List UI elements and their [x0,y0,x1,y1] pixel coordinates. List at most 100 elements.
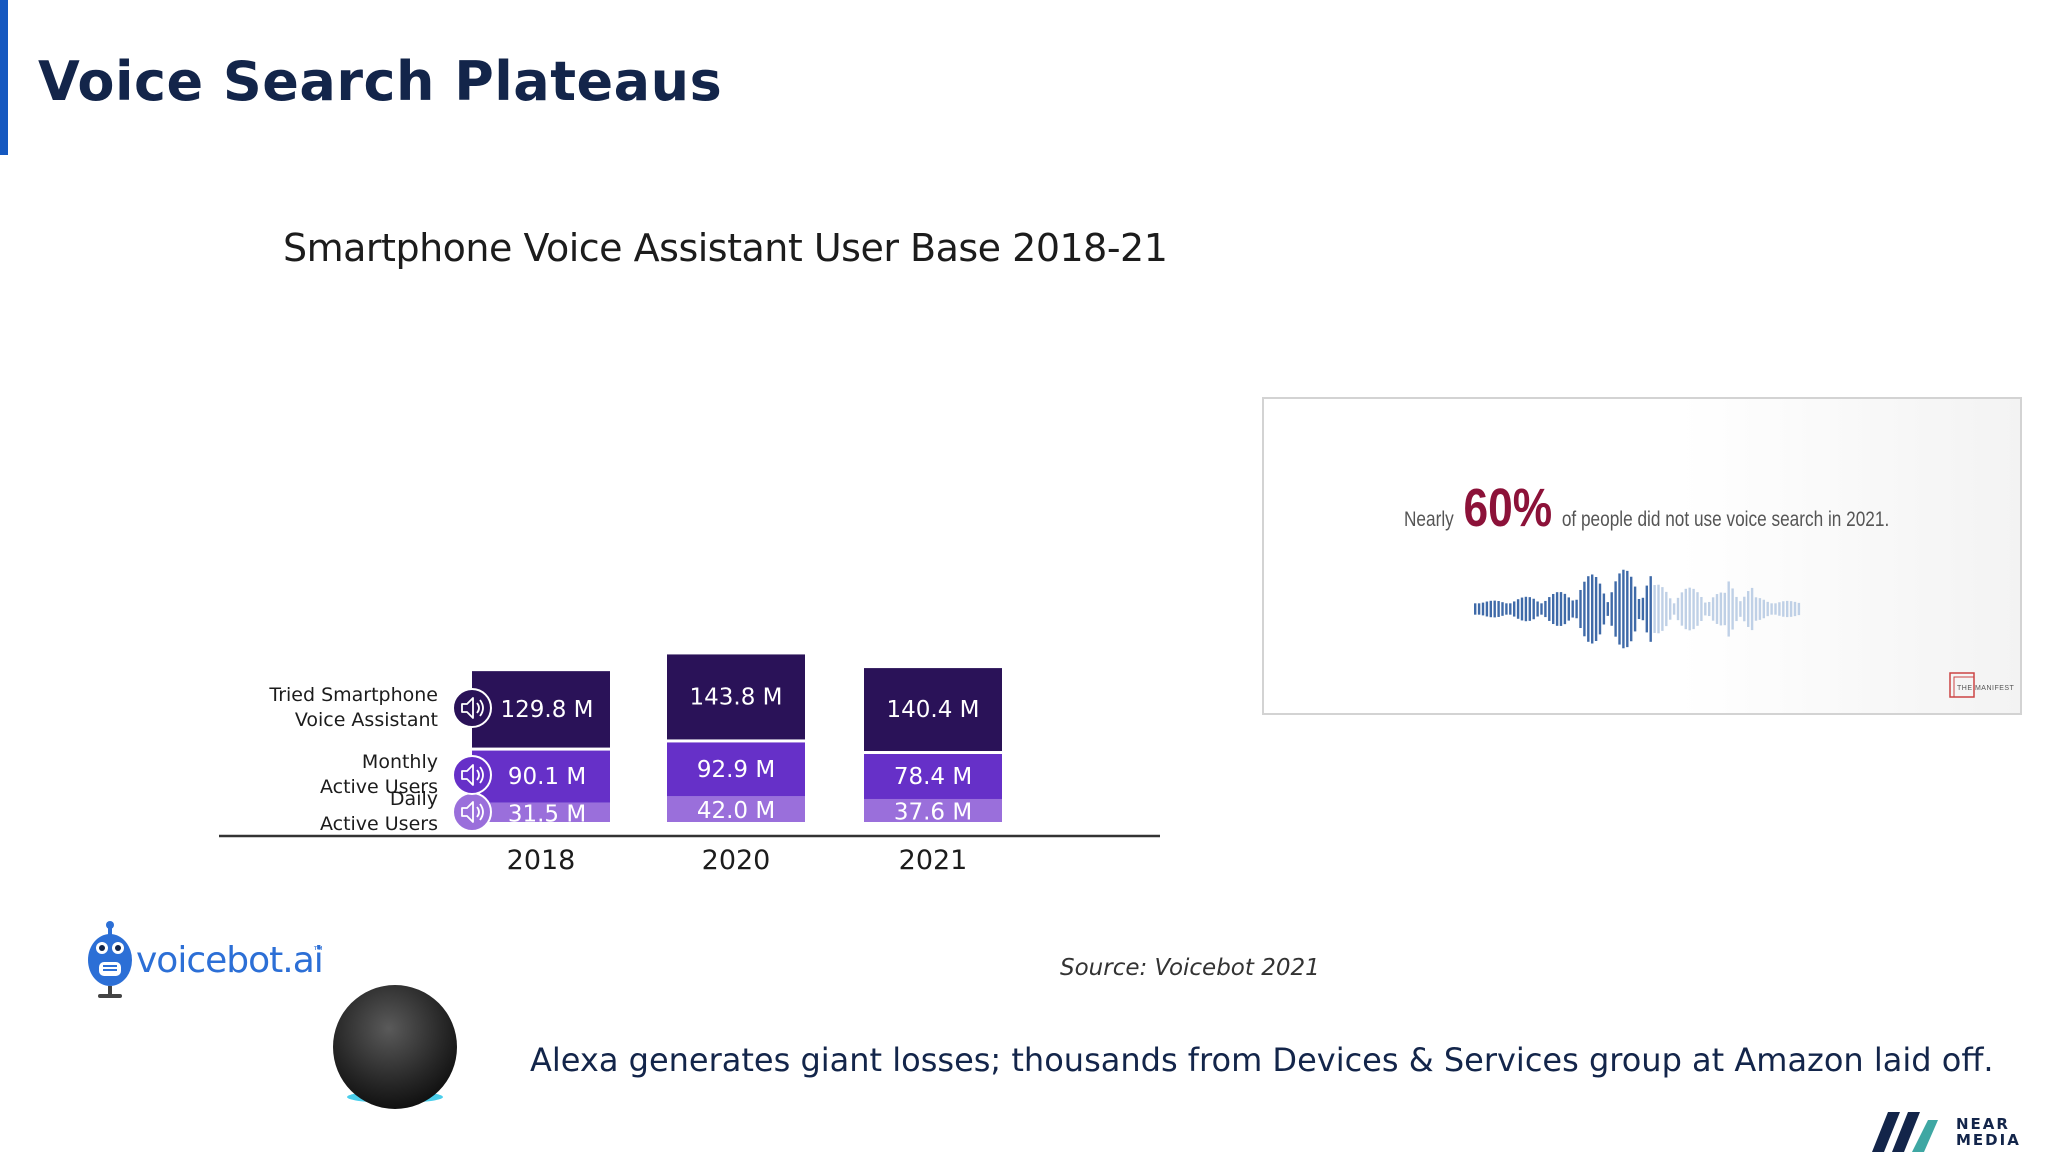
series-label-0: Daily Active Users [178,787,438,837]
speaker-icon [452,792,492,833]
soundwave-bar [1704,602,1707,616]
soundwave-graphic [1474,569,1801,649]
soundwave-bar [1532,598,1535,620]
voicebot-robot-icon [88,921,132,998]
data-label-2021-series-2: 140.4 M [887,697,980,723]
soundwave-bar [1793,601,1797,617]
soundwave-bar [1622,569,1625,649]
soundwave-bar [1505,603,1508,615]
soundwave-bar [1497,601,1500,617]
soundwave-bar [1735,596,1738,622]
bar-2020-series-2 [667,654,805,740]
soundwave-bar [1665,591,1668,627]
soundwave-bar [1672,603,1676,615]
chart-title: Smartphone Voice Assistant User Base 201… [283,226,1168,270]
soundwave-bar [1747,591,1750,627]
soundwave-bar [1715,594,1719,624]
soundwave-bar [1758,598,1762,620]
soundwave-bar [1575,599,1578,619]
soundwave-bar [1637,598,1641,620]
soundwave-bar [1474,603,1477,615]
soundwave-bar [1688,587,1691,631]
near-media-line1: NEAR [1956,1115,2010,1133]
soundwave-bar [1610,592,1613,626]
soundwave-bar [1501,602,1504,616]
manifest-logo-text: THE MANIFEST [1957,685,2015,692]
soundwave-bar [1591,574,1594,644]
soundwave-bar [1614,581,1617,637]
x-tick-label-2021: 2021 [899,845,968,876]
soundwave-bar [1567,597,1570,621]
soundwave-bar [1766,601,1769,617]
bar-2021-series-1 [864,754,1002,799]
speaker-icon [452,687,492,728]
bar-2018-series-0 [472,802,610,822]
near-media-logo-icon [1872,1112,1938,1152]
stacked-bar-chart: 31.5 M 90.1 M 129.8 M 2018 42.0 M 92.9 M 143.8… [219,654,1160,876]
soundwave-bar [1743,596,1746,622]
soundwave-bar [1778,602,1781,616]
data-label-2018-series-2: 129.8 M [501,697,594,723]
x-tick-label-2020: 2020 [702,845,771,876]
soundwave-bar [1579,589,1582,629]
voicebot-logo-text: voicebot.ai [136,940,324,981]
bar-2020-series-0 [667,796,805,822]
soundwave-bar [1782,601,1785,617]
soundwave-bar [1786,600,1789,618]
soundwave-bar [1727,581,1730,637]
manifest-stat-card: Nearly 60% of people did not use voice s… [1262,397,2022,715]
bar-2021-series-2 [864,668,1002,752]
soundwave-bar [1762,599,1765,619]
stat-prefix: Nearly [1404,508,1454,531]
bar-2018-series-1 [472,750,610,803]
soundwave-bar [1489,600,1492,618]
soundwave-bar [1719,592,1723,626]
soundwave-bar [1544,600,1547,618]
near-media-logo-text: NEAR MEDIA [1956,1116,2021,1148]
soundwave-bar [1571,600,1574,618]
speaker-icon [452,755,492,796]
x-tick-label-2018: 2018 [507,845,576,876]
series-label-2: Tried Smartphone Voice Assistant [178,683,438,733]
soundwave-bar [1731,588,1734,630]
soundwave-bar [1618,573,1621,645]
soundwave-bar [1626,570,1629,648]
soundwave-bar [1711,597,1715,621]
manifest-logo-icon [1949,672,1975,698]
soundwave-bar [1684,588,1687,630]
soundwave-bar [1528,597,1531,621]
soundwave-bar [1669,598,1672,620]
series-label-0-line-0: Daily [389,788,438,811]
soundwave-bar [1774,603,1777,615]
soundwave-bar [1789,601,1793,617]
soundwave-bar [1692,588,1695,630]
soundwave-bar [1696,592,1699,626]
soundwave-bar [1516,599,1520,619]
series-label-2-line-1: Voice Assistant [294,708,438,731]
data-label-2021-series-1: 78.4 M [894,764,972,790]
soundwave-bar [1477,603,1481,615]
soundwave-bar [1559,592,1563,626]
soundwave-bar [1661,587,1664,631]
soundwave-bar [1633,586,1637,632]
soundwave-bar [1555,592,1559,626]
soundwave-bar [1552,593,1555,625]
series-label-1-line-1: Active Users [319,776,438,799]
data-label-2021-series-0: 37.6 M [894,799,972,825]
soundwave-bar [1524,596,1528,622]
soundwave-bar [1540,603,1543,615]
soundwave-bar [1509,603,1512,615]
soundwave-bar [1630,576,1633,642]
data-label-2018-series-1: 90.1 M [508,764,586,790]
soundwave-bar [1723,592,1726,626]
soundwave-bar [1700,596,1703,622]
soundwave-bar [1606,602,1609,616]
soundwave-bar [1680,592,1684,626]
soundwave-bar [1641,597,1645,621]
soundwave-bar [1548,597,1551,621]
bar-2021-series-0 [864,798,1002,822]
soundwave-bar [1485,601,1489,617]
soundwave-bar [1708,601,1711,617]
soundwave-bar [1587,576,1590,642]
soundwave-bar [1676,597,1680,621]
